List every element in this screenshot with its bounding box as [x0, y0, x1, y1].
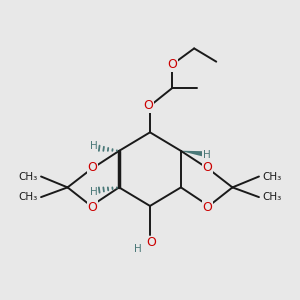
Text: H: H: [134, 244, 142, 254]
Text: O: O: [144, 99, 154, 112]
Text: O: O: [202, 161, 212, 174]
Text: CH₃: CH₃: [262, 172, 281, 182]
Text: O: O: [88, 161, 98, 174]
Text: CH₃: CH₃: [19, 192, 38, 202]
Polygon shape: [181, 151, 203, 157]
Text: CH₃: CH₃: [262, 192, 281, 202]
Text: H: H: [90, 142, 98, 152]
Text: O: O: [88, 201, 98, 214]
Text: O: O: [146, 236, 156, 249]
Text: O: O: [202, 201, 212, 214]
Text: CH₃: CH₃: [19, 172, 38, 182]
Text: H: H: [90, 187, 98, 197]
Text: H: H: [203, 150, 211, 160]
Text: O: O: [167, 58, 177, 71]
